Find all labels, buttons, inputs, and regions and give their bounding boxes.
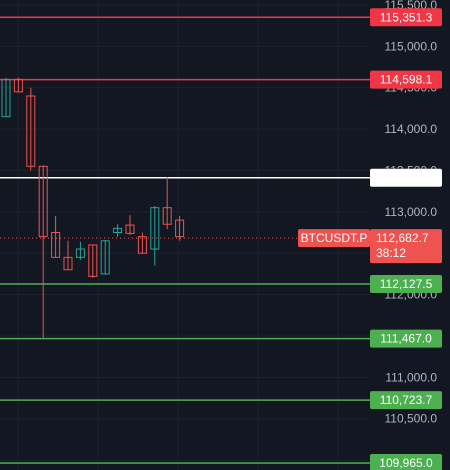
level-tag-label: 110,723.7 (380, 393, 433, 407)
level-tag-label: 109,965.0 (379, 456, 433, 470)
candle-body (162, 207, 172, 225)
candle-body (150, 207, 160, 250)
level-tag-label: 112,127.5 (380, 277, 433, 291)
level-tags: 115,351.3 114,598.1 113,411.4 112,127.5 111,… (298, 8, 442, 470)
level-tag (370, 329, 442, 348)
candle-body (88, 244, 98, 277)
level-tag (370, 391, 442, 410)
level-tag-label: 111,467.0 (380, 332, 432, 346)
candles (1, 77, 185, 340)
candle-body (26, 95, 36, 167)
last-price-label: 112,682.7 (376, 231, 429, 245)
candle-body (13, 78, 23, 93)
level-tag (370, 168, 442, 187)
level-tag-label: 114,598.1 (380, 73, 433, 87)
countdown-label: 38:12 (376, 246, 406, 260)
candle-body (125, 224, 135, 234)
candle-body (1, 78, 11, 118)
level-tag (370, 8, 442, 27)
candle-body (175, 219, 185, 238)
y-tick-label: 110,500.0 (385, 412, 438, 426)
y-tick-label: 114,000.0 (385, 122, 438, 136)
y-tick-label: 115,000.0 (385, 39, 438, 53)
level-tag (370, 453, 442, 470)
candle-body (51, 232, 61, 258)
level-tag-label: 113,411.4 (380, 171, 432, 185)
symbol-label: BTCUSDT.P (301, 231, 368, 245)
candle-body (113, 227, 123, 234)
y-tick-label: 113,000.0 (385, 205, 438, 219)
symbol-tag (298, 229, 370, 248)
last-price-tag (370, 229, 442, 264)
y-tick-label: 115,500.0 (385, 0, 438, 12)
level-tag-label: 115,351.3 (380, 10, 433, 24)
y-tick-label: 111,000.0 (385, 370, 437, 384)
candle-body (137, 236, 147, 254)
level-tag (370, 70, 442, 89)
candle-body (38, 165, 48, 238)
candle-body (75, 248, 85, 258)
candle-body (100, 240, 110, 275)
candle-body (63, 256, 73, 271)
level-tag (370, 275, 442, 294)
